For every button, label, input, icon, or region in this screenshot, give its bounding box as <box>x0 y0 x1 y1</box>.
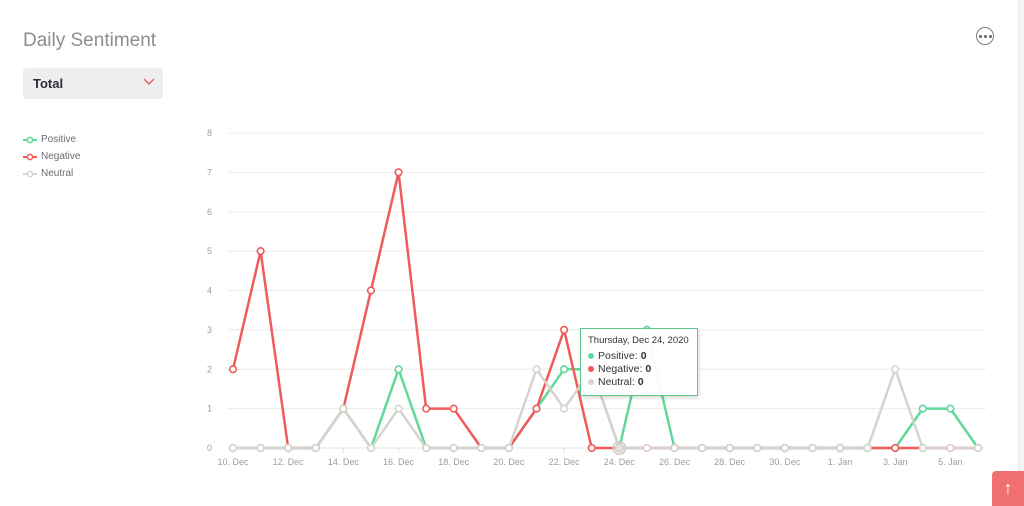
data-point-negative <box>891 443 900 453</box>
y-tick-label: 6 <box>207 207 212 217</box>
data-point-neutral <box>753 443 762 453</box>
x-tick-label: 28. Dec <box>714 457 746 467</box>
x-tick-label: 12. Dec <box>273 457 305 467</box>
data-point-neutral <box>808 443 817 453</box>
x-tick-label: 18. Dec <box>438 457 470 467</box>
data-point-neutral <box>449 443 458 453</box>
data-point-negative <box>394 168 403 177</box>
x-tick-label: 20. Dec <box>493 457 525 467</box>
tooltip-row-neutral: Neutral:0 <box>588 375 690 388</box>
data-point-negative <box>587 443 596 453</box>
data-point-neutral <box>504 443 514 453</box>
tooltip-label: Negative <box>598 362 640 375</box>
legend-marker-icon <box>23 136 37 143</box>
data-point-neutral <box>560 404 569 413</box>
data-point-neutral <box>780 443 789 453</box>
more-options-icon[interactable] <box>976 27 994 45</box>
x-tick-label: 14. Dec <box>328 457 360 467</box>
tooltip-value: 0 <box>640 349 647 362</box>
legend-item-positive[interactable]: Positive <box>23 131 80 148</box>
negative-dot-icon <box>588 365 594 372</box>
legend-label: Positive <box>41 134 77 145</box>
filter-selected-value: Total <box>33 76 64 91</box>
y-tick-label: 8 <box>207 128 212 138</box>
chart-title: Daily Sentiment <box>23 30 157 51</box>
sentiment-filter-select[interactable]: Total <box>23 68 163 99</box>
y-tick-label: 5 <box>207 246 212 256</box>
legend-marker-icon <box>23 153 37 160</box>
chevron-down-icon <box>143 78 155 85</box>
data-point-neutral <box>918 443 927 453</box>
chart-tooltip: Thursday, Dec 24, 2020 Positive:0 Negati… <box>580 328 698 396</box>
data-point-neutral <box>642 443 651 453</box>
tooltip-row-negative: Negative:0 <box>588 362 690 375</box>
y-tick-label: 4 <box>207 286 212 296</box>
data-point-neutral <box>284 443 293 453</box>
y-tick-label: 3 <box>207 325 212 335</box>
legend-label: Neutral <box>41 168 74 179</box>
data-point-neutral <box>946 443 955 453</box>
data-point-neutral <box>835 443 845 453</box>
data-point-neutral <box>394 404 403 413</box>
data-point-negative <box>532 404 541 413</box>
data-point-negative <box>449 404 458 413</box>
data-point-neutral <box>532 365 541 374</box>
data-point-neutral <box>366 443 376 453</box>
data-point-neutral <box>256 443 265 453</box>
tooltip-value: 0 <box>637 375 644 388</box>
data-point-positive <box>946 404 955 413</box>
chart-legend: Positive Negative Neutral <box>23 131 80 182</box>
data-point-neutral <box>339 404 348 413</box>
data-point-neutral <box>228 443 238 453</box>
x-tick-label: 16. Dec <box>383 457 415 467</box>
tooltip-value: 0 <box>645 362 652 375</box>
y-tick-label: 0 <box>207 443 212 453</box>
data-point-neutral <box>477 443 486 453</box>
x-tick-label: 3. Jan <box>883 457 908 467</box>
y-tick-label: 1 <box>207 404 212 414</box>
positive-dot-icon <box>588 352 594 359</box>
legend-marker-icon <box>23 170 37 177</box>
legend-label: Negative <box>41 151 81 162</box>
data-point-positive <box>394 365 403 374</box>
data-point-neutral <box>311 443 320 453</box>
data-point-negative <box>422 404 431 413</box>
data-point-negative <box>366 286 376 295</box>
data-point-neutral <box>891 365 900 374</box>
data-point-neutral <box>670 443 679 453</box>
x-tick-label: 26. Dec <box>659 457 691 467</box>
tooltip-row-positive: Positive:0 <box>588 349 690 362</box>
x-tick-label: 24. Dec <box>604 457 636 467</box>
arrow-up-icon: ↑ <box>1003 478 1013 498</box>
tooltip-date: Thursday, Dec 24, 2020 <box>588 335 689 346</box>
data-point-neutral <box>697 443 707 453</box>
data-point-neutral <box>973 443 983 453</box>
data-point-negative <box>256 247 265 256</box>
x-tick-label: 30. Dec <box>769 457 801 467</box>
series-line-neutral <box>233 368 978 450</box>
data-point-positive <box>918 404 927 413</box>
x-tick-label: 22. Dec <box>549 457 581 467</box>
data-point-negative <box>560 325 569 334</box>
x-tick-label: 10. Dec <box>217 457 249 467</box>
x-tick-label: 1. Jan <box>828 457 853 467</box>
data-point-neutral <box>422 443 431 453</box>
data-point-neutral <box>725 443 734 453</box>
tooltip-label: Neutral <box>598 375 632 388</box>
scroll-top-button[interactable]: ↑ <box>992 471 1024 506</box>
data-point-negative <box>228 365 238 374</box>
y-tick-label: 7 <box>207 167 212 177</box>
data-point-positive <box>560 365 569 374</box>
tooltip-label: Positive <box>598 349 635 362</box>
x-tick-label: 5. Jan <box>938 457 963 467</box>
legend-item-negative[interactable]: Negative <box>23 148 80 165</box>
data-point-neutral <box>863 443 872 453</box>
hover-point-highlight <box>612 441 627 455</box>
neutral-dot-icon <box>588 378 594 385</box>
legend-item-neutral[interactable]: Neutral <box>23 165 80 182</box>
y-tick-label: 2 <box>207 364 212 374</box>
